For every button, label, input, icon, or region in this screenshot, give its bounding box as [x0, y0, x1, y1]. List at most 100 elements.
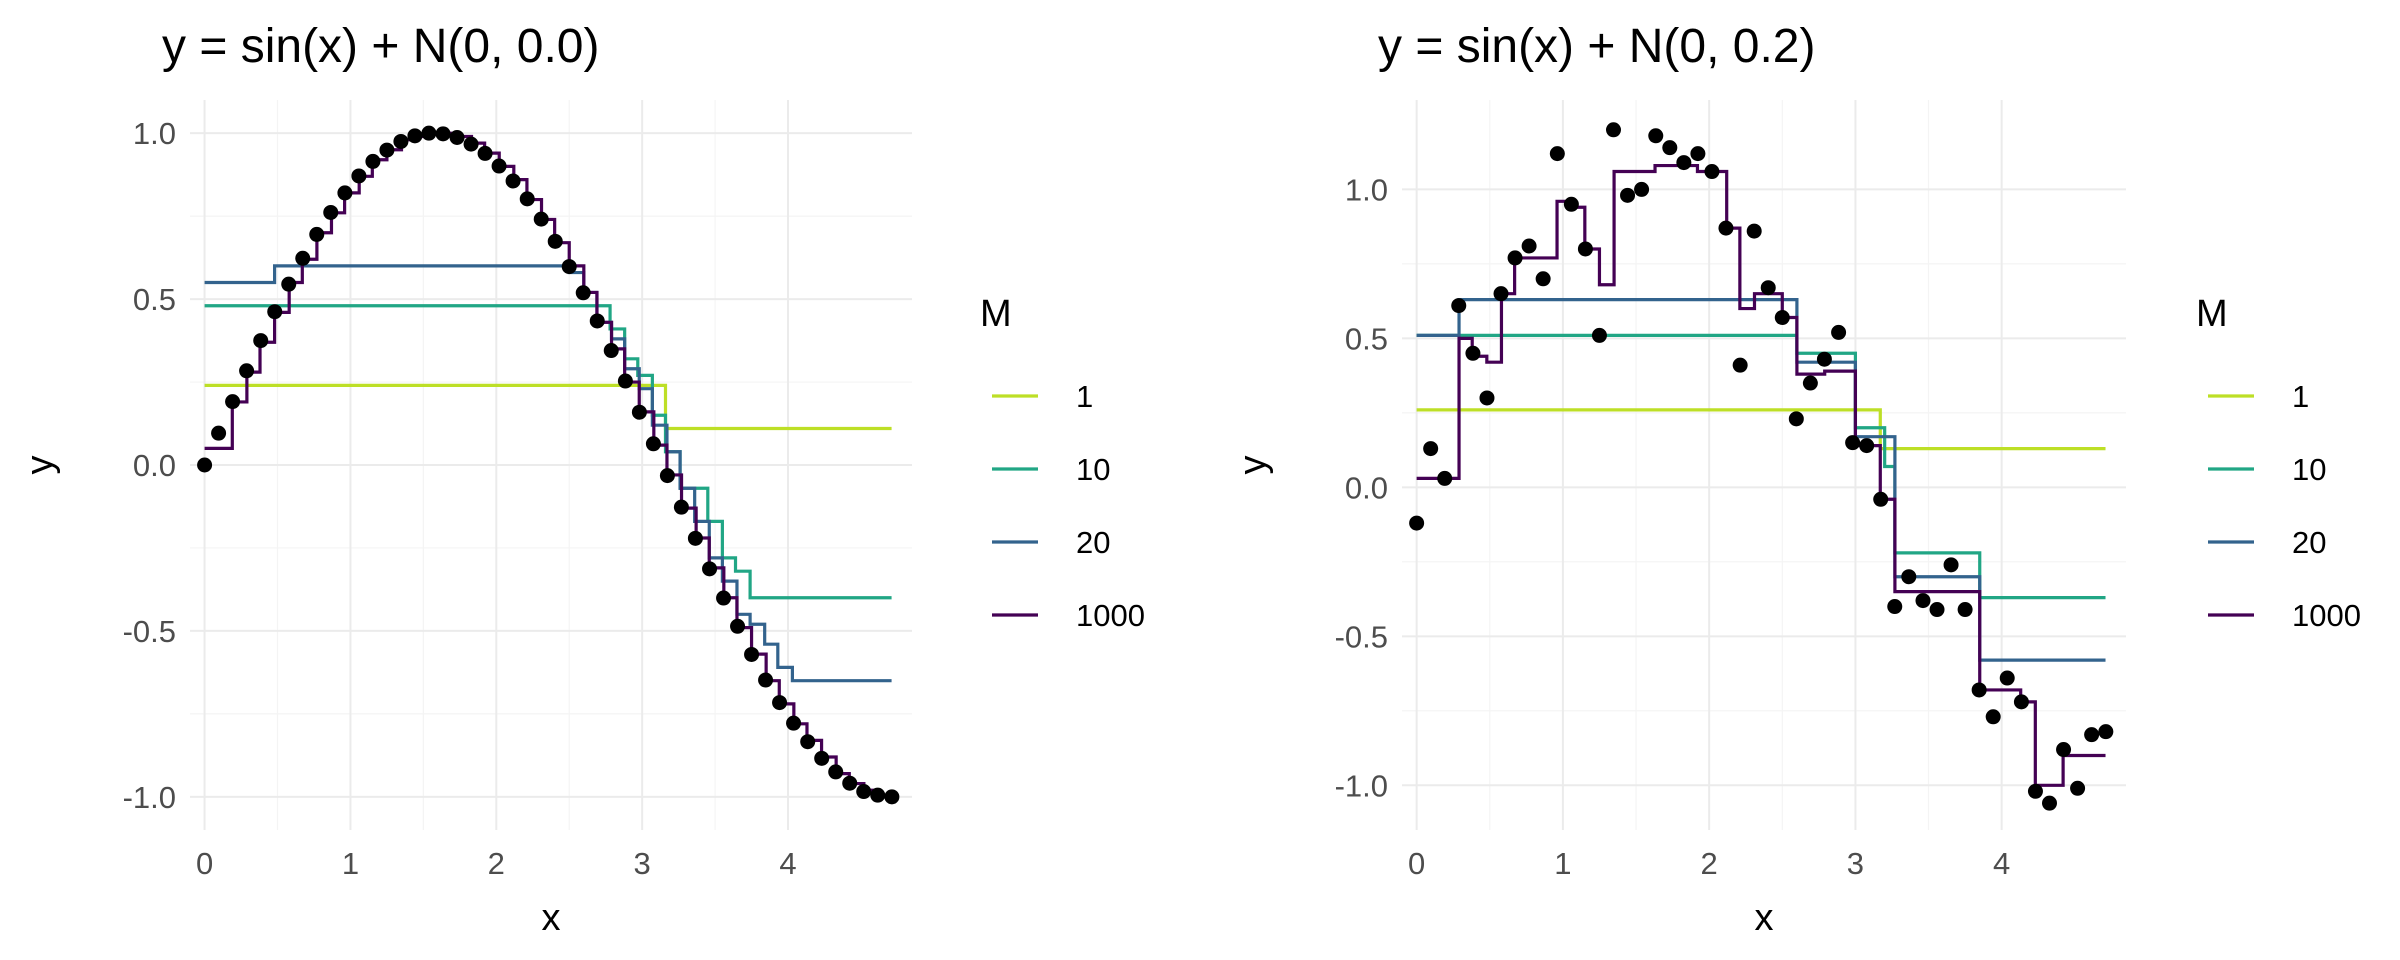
- data-point: [1591, 327, 1607, 343]
- y-tick-label: 0.5: [133, 282, 176, 317]
- x-tick-label: 2: [1701, 846, 1718, 881]
- data-point: [617, 373, 633, 389]
- data-point: [1521, 238, 1537, 254]
- y-tick-label: 0.0: [133, 448, 176, 483]
- x-tick-label: 3: [634, 846, 651, 881]
- data-point: [561, 259, 577, 275]
- data-point: [1831, 324, 1847, 340]
- data-point: [589, 313, 605, 329]
- data-point: [702, 561, 718, 577]
- x-axis-title: x: [1755, 897, 1774, 939]
- data-point: [2084, 727, 2100, 743]
- data-points: [197, 125, 900, 805]
- data-point: [1648, 128, 1664, 144]
- data-point: [477, 145, 493, 161]
- x-tick-label: 3: [1847, 846, 1864, 881]
- data-point: [239, 363, 255, 379]
- data-point: [1746, 223, 1762, 239]
- data-point: [1999, 670, 2015, 686]
- data-point: [2042, 795, 2057, 811]
- data-point: [1971, 682, 1987, 698]
- y-axis-title: y: [1232, 456, 1274, 475]
- data-point: [870, 787, 886, 803]
- x-tick-label: 1: [342, 846, 359, 881]
- data-point: [1929, 602, 1945, 618]
- data-point: [1859, 438, 1875, 454]
- data-point: [365, 153, 381, 169]
- data-point: [631, 404, 647, 420]
- legend-label-M10: 10: [1076, 452, 1110, 487]
- data-point: [730, 618, 746, 634]
- data-point: [828, 764, 844, 780]
- data-point: [309, 226, 325, 242]
- data-point: [1606, 122, 1621, 138]
- data-point: [659, 468, 675, 484]
- data-point: [1493, 286, 1509, 302]
- chart-panel-2: 0 1 2 3 4 -1.0 -0.5 0.0 0.5 1.0 x y y = sin(x) + N(0…: [1232, 20, 2361, 939]
- data-point: [1451, 298, 1467, 314]
- legend-label-M10: 10: [2292, 452, 2326, 487]
- data-point: [1634, 181, 1650, 197]
- data-point: [1437, 470, 1453, 486]
- data-point: [687, 530, 703, 546]
- data-point: [1943, 557, 1959, 573]
- data-point: [211, 425, 227, 441]
- data-point: [575, 285, 591, 301]
- y-tick-label: 0.5: [1345, 321, 1388, 356]
- data-point: [1816, 351, 1832, 367]
- data-point: [519, 191, 535, 207]
- data-point: [197, 457, 213, 473]
- data-point: [1788, 411, 1804, 427]
- data-point: [1690, 146, 1706, 162]
- data-point: [645, 436, 661, 452]
- data-point: [1802, 375, 1818, 391]
- data-point: [1887, 599, 1903, 615]
- data-point: [1718, 220, 1734, 236]
- legend-title: M: [2196, 293, 2228, 335]
- legend-label-M1000: 1000: [2292, 598, 2361, 633]
- data-point: [253, 333, 269, 349]
- legend-label-M20: 20: [1076, 525, 1110, 560]
- data-point: [884, 789, 900, 805]
- y-tick-label: -0.5: [123, 614, 176, 649]
- data-point: [1915, 593, 1931, 609]
- data-point: [2013, 694, 2029, 710]
- data-point: [603, 343, 619, 359]
- data-point: [786, 715, 802, 731]
- chart-title: y = sin(x) + N(0, 0.0): [162, 20, 599, 73]
- data-point: [856, 784, 872, 800]
- data-point: [772, 695, 788, 711]
- data-point: [351, 168, 367, 184]
- data-point: [758, 672, 774, 688]
- data-point: [2027, 783, 2043, 799]
- y-tick-label: 0.0: [1345, 470, 1388, 505]
- y-tick-label: 1.0: [133, 116, 176, 151]
- data-point: [1423, 441, 1439, 457]
- x-tick-label: 4: [779, 846, 796, 881]
- data-point: [1704, 164, 1720, 180]
- x-tick-label: 0: [196, 846, 213, 881]
- data-point: [267, 304, 283, 320]
- grid: [1402, 100, 2126, 830]
- data-point: [379, 142, 395, 158]
- data-point: [225, 394, 241, 410]
- data-point: [800, 734, 816, 750]
- data-point: [421, 125, 437, 141]
- data-point: [393, 133, 409, 149]
- legend-label-M1: 1: [2292, 379, 2309, 414]
- data-point: [1873, 491, 1889, 507]
- y-tick-label: 1.0: [1345, 172, 1388, 207]
- data-point: [842, 775, 858, 791]
- data-point: [2098, 724, 2114, 740]
- data-point: [1479, 390, 1495, 406]
- x-tick-label: 1: [1554, 846, 1571, 881]
- data-point: [2070, 780, 2086, 796]
- data-point: [1409, 515, 1425, 531]
- data-point: [463, 136, 479, 152]
- data-point: [716, 590, 732, 606]
- data-point: [1845, 435, 1861, 451]
- chart-panel-1: 0 1 2 3 4 -1.0 -0.5 0.0 0.5 1.0 x y y = sin(x) + N(0…: [19, 20, 1145, 939]
- legend-label-M1000: 1000: [1076, 598, 1145, 633]
